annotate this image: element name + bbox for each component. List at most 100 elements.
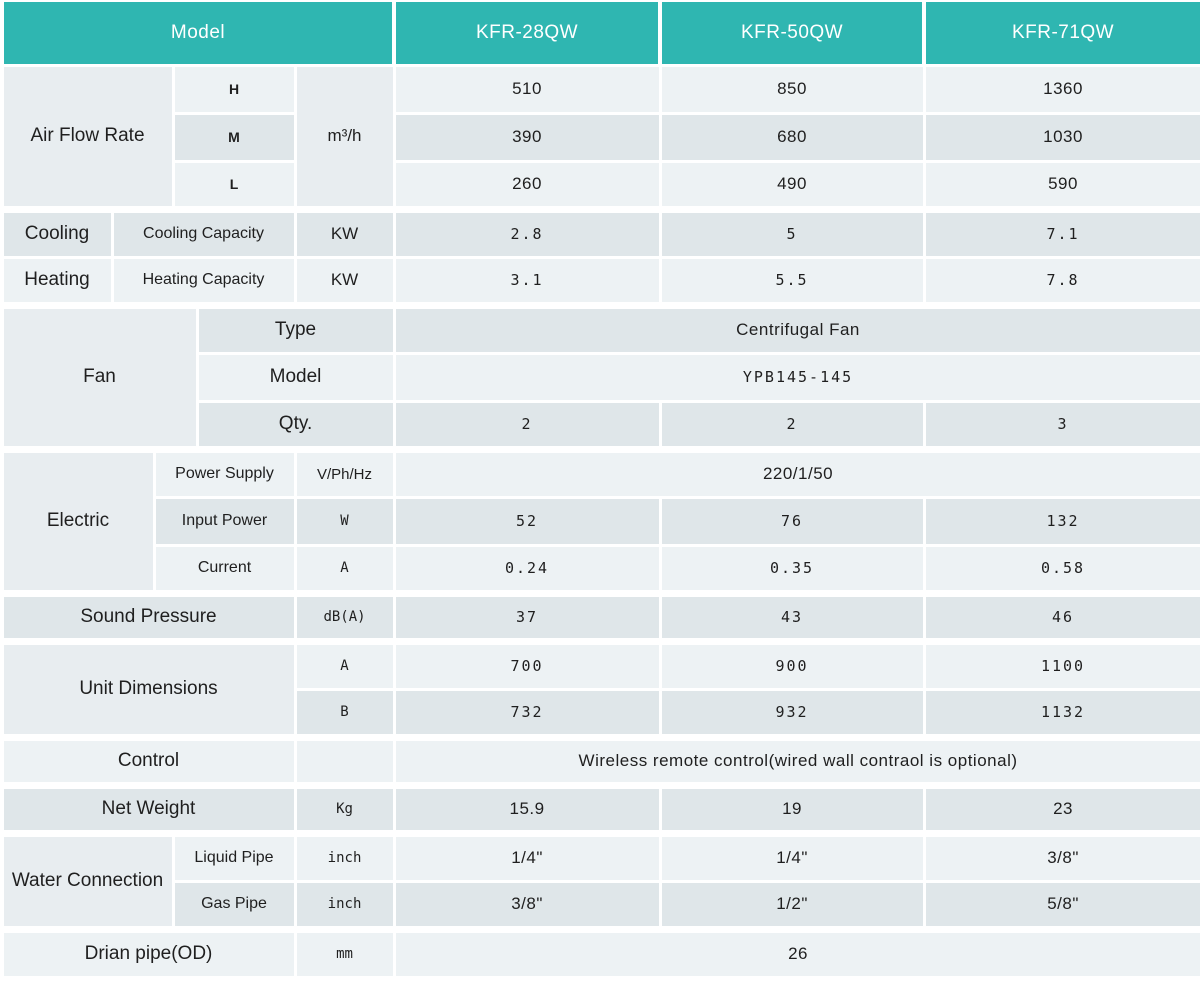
dimension-b-value: 1132 — [922, 687, 1200, 739]
sound-pressure-value: 43 — [658, 589, 926, 643]
heating-unit: KW — [293, 255, 396, 307]
gas-pipe-row: Gas Pipe inch 3/8" 1/2" 5/8" — [2, 879, 1200, 931]
fan-model-row: Model YPB145-145 — [2, 351, 1200, 403]
liquid-pipe-value: 1/4" — [658, 829, 926, 883]
fan-model-value: YPB145-145 — [392, 351, 1200, 403]
current-unit: A — [293, 543, 396, 595]
input-power-unit: W — [293, 495, 396, 547]
power-supply-row: Electric Power Supply V/Ph/Hz 220/1/50 — [0, 445, 1200, 595]
unit-dimensions-label: Unit Dimensions — [0, 637, 297, 739]
air-flow-value: 850 — [658, 63, 926, 115]
dimension-b-label: B — [293, 687, 396, 739]
input-power-value: 52 — [392, 495, 662, 547]
air-flow-row-high: Air Flow Rate H m³/h 510 850 1360 — [0, 63, 1200, 211]
fan-qty-label: Qty. — [195, 399, 396, 451]
current-value: 0.58 — [922, 543, 1200, 595]
power-supply-label: Power Supply — [152, 445, 297, 499]
fan-qty-value: 3 — [922, 399, 1200, 451]
water-connection-label: Water Connection — [0, 829, 175, 931]
control-label: Control — [0, 733, 297, 787]
gas-pipe-value: 1/2" — [658, 879, 926, 931]
liquid-pipe-value: 3/8" — [922, 829, 1200, 883]
header-row: Model KFR-28QW KFR-50QW KFR-71QW — [0, 0, 1200, 66]
net-weight-unit: Kg — [293, 781, 396, 835]
fan-type-label: Type — [195, 301, 396, 355]
current-value: 0.24 — [392, 543, 662, 595]
dimension-a-value: 900 — [658, 637, 926, 691]
speed-label-m: M — [171, 111, 297, 163]
control-unit-empty-cell — [293, 733, 396, 787]
dimension-b-value: 732 — [392, 687, 662, 739]
air-flow-value: 260 — [392, 159, 662, 211]
dimension-b-value: 932 — [658, 687, 926, 739]
sound-pressure-value: 46 — [922, 589, 1200, 643]
gas-pipe-value: 3/8" — [392, 879, 662, 931]
air-flow-value: 1360 — [922, 63, 1200, 115]
fan-type-value: Centrifugal Fan — [392, 301, 1200, 355]
input-power-row: Input Power W 52 76 132 — [2, 495, 1200, 547]
sound-pressure-label: Sound Pressure — [0, 589, 297, 643]
air-flow-value: 510 — [392, 63, 662, 115]
net-weight-value: 19 — [658, 781, 926, 835]
cooling-value: 7.1 — [922, 205, 1200, 259]
dimension-a-value: 700 — [392, 637, 662, 691]
heating-row: Heating Heating Capacity KW 3.1 5.5 7.8 — [0, 255, 1200, 307]
gas-pipe-value: 5/8" — [922, 879, 1200, 931]
dimension-a-label: A — [293, 637, 396, 691]
air-flow-label: Air Flow Rate — [0, 63, 175, 211]
drain-pipe-unit: mm — [293, 925, 396, 979]
dimension-a-row: Unit Dimensions A 700 900 1100 — [0, 637, 1200, 739]
cooling-value: 2.8 — [392, 205, 662, 259]
fan-qty-value: 2 — [658, 399, 926, 451]
liquid-pipe-unit: inch — [293, 829, 396, 883]
heating-value: 7.8 — [922, 255, 1200, 307]
column-header-model-3: KFR-71QW — [922, 0, 1200, 66]
heating-value: 5.5 — [658, 255, 926, 307]
sound-pressure-unit: dB(A) — [293, 589, 396, 643]
fan-qty-value: 2 — [392, 399, 662, 451]
spec-table: Model KFR-28QW KFR-50QW KFR-71QW Air Flo… — [0, 0, 1200, 979]
column-header-model-1: KFR-28QW — [392, 0, 663, 66]
gas-pipe-unit: inch — [293, 879, 396, 931]
current-row: Current A 0.24 0.35 0.58 — [2, 543, 1200, 595]
current-value: 0.35 — [658, 543, 926, 595]
cooling-value: 5 — [658, 205, 926, 259]
drain-pipe-row: Drian pipe(OD) mm 26 — [0, 925, 1200, 979]
net-weight-label: Net Weight — [0, 781, 297, 835]
air-flow-value: 1030 — [922, 111, 1200, 163]
dimension-a-value: 1100 — [922, 637, 1200, 691]
air-flow-row-medium: M 390 680 1030 — [2, 111, 1200, 163]
control-value: Wireless remote control(wired wall contr… — [392, 733, 1200, 787]
column-header-model-2: KFR-50QW — [658, 0, 927, 66]
heating-label: Heating — [0, 255, 114, 307]
air-flow-value: 390 — [392, 111, 662, 163]
air-flow-row-low: L 260 490 590 — [2, 159, 1200, 211]
speed-label-h: H — [171, 63, 297, 115]
net-weight-value: 15.9 — [392, 781, 662, 835]
liquid-pipe-row: Water Connection Liquid Pipe inch 1/4" 1… — [0, 829, 1200, 931]
heating-value: 3.1 — [392, 255, 662, 307]
drain-pipe-value: 26 — [392, 925, 1200, 979]
gas-pipe-label: Gas Pipe — [171, 879, 297, 931]
net-weight-row: Net Weight Kg 15.9 19 23 — [0, 781, 1200, 835]
dimension-b-row: B 732 932 1132 — [2, 687, 1200, 739]
electric-label: Electric — [0, 445, 156, 595]
cooling-capacity-label: Cooling Capacity — [110, 205, 297, 259]
fan-qty-row: Qty. 2 2 3 — [2, 399, 1200, 451]
input-power-label: Input Power — [152, 495, 297, 547]
current-label: Current — [152, 543, 297, 595]
power-supply-value: 220/1/50 — [392, 445, 1200, 499]
power-supply-unit: V/Ph/Hz — [293, 445, 396, 499]
fan-model-label: Model — [195, 351, 396, 403]
cooling-label: Cooling — [0, 205, 114, 259]
heating-capacity-label: Heating Capacity — [110, 255, 297, 307]
drain-pipe-label: Drian pipe(OD) — [0, 925, 297, 979]
input-power-value: 132 — [922, 495, 1200, 547]
cooling-row: Cooling Cooling Capacity KW 2.8 5 7.1 — [0, 205, 1200, 259]
fan-type-row: Fan Type Centrifugal Fan — [0, 301, 1200, 451]
air-flow-value: 490 — [658, 159, 926, 211]
cooling-unit: KW — [293, 205, 396, 259]
air-flow-value: 680 — [658, 111, 926, 163]
control-row: Control Wireless remote control(wired wa… — [0, 733, 1200, 787]
fan-label: Fan — [0, 301, 199, 451]
